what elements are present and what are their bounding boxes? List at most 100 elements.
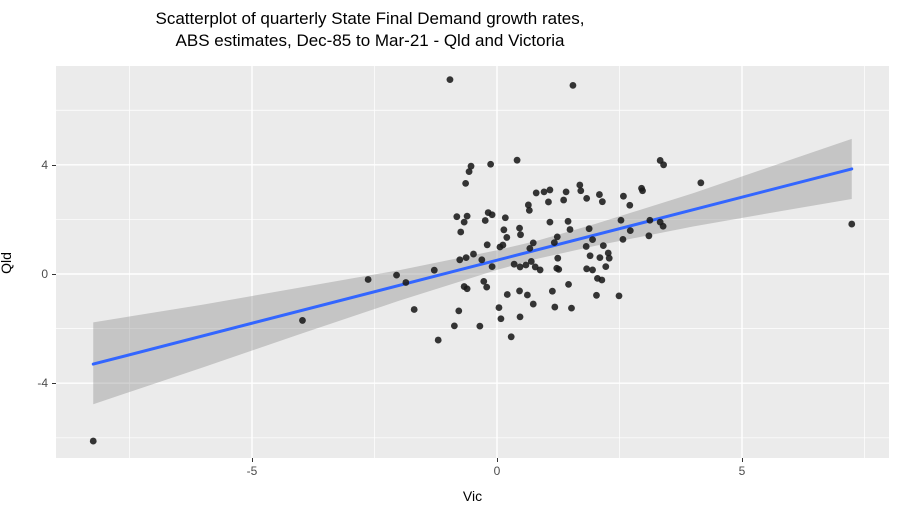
data-point [462, 179, 470, 187]
data-point [488, 211, 496, 219]
data-point [536, 266, 544, 274]
y-tick-mark [52, 274, 56, 275]
data-point [604, 249, 612, 257]
data-point [517, 231, 524, 239]
data-point [565, 280, 572, 288]
data-point [583, 265, 591, 273]
chart-title: Scatterplot of quarterly State Final Dem… [0, 8, 740, 52]
data-point [582, 243, 590, 250]
data-point [453, 213, 461, 221]
data-point [476, 322, 484, 330]
data-point [638, 184, 645, 192]
data-point [551, 303, 559, 311]
data-point [617, 216, 625, 224]
data-point [410, 306, 418, 313]
data-point [470, 250, 477, 258]
data-point [619, 235, 627, 243]
data-point [480, 277, 488, 285]
data-point [626, 201, 634, 209]
data-point [548, 287, 556, 295]
data-point [524, 201, 532, 209]
data-point [481, 217, 489, 224]
data-point [465, 168, 473, 176]
data-point [455, 307, 463, 315]
data-point [554, 254, 562, 262]
data-point [516, 287, 523, 295]
data-point [499, 241, 507, 249]
data-point [522, 261, 530, 269]
data-point [478, 256, 486, 264]
data-point [560, 196, 568, 204]
data-point [602, 263, 610, 271]
data-point [299, 317, 306, 324]
data-point [463, 212, 471, 220]
data-point [460, 283, 468, 290]
x-tick-mark [252, 458, 253, 462]
scatterplot-svg [56, 66, 889, 458]
data-point [545, 198, 552, 206]
data-point [697, 179, 705, 187]
data-point [660, 161, 667, 169]
data-point [577, 187, 585, 195]
data-point [503, 234, 511, 241]
x-tick-label: 5 [738, 464, 746, 478]
data-point [596, 254, 604, 262]
data-point [495, 304, 503, 311]
data-point [620, 192, 627, 200]
data-point [626, 227, 634, 235]
data-point [523, 291, 531, 299]
data-point [586, 252, 594, 260]
data-point [615, 292, 623, 300]
y-axis-label: Qld [0, 252, 14, 274]
y-tick-label: 4 [41, 157, 48, 172]
data-point [599, 242, 607, 250]
x-tick-mark [742, 458, 743, 462]
data-point [646, 216, 654, 224]
data-point [460, 218, 468, 226]
data-point [526, 244, 534, 252]
data-point [430, 266, 438, 274]
y-tick-mark [52, 383, 56, 385]
data-point [568, 304, 575, 312]
data-point [645, 232, 653, 240]
data-point [456, 256, 464, 264]
data-point [434, 336, 442, 344]
data-point [507, 333, 515, 341]
data-point [501, 214, 509, 222]
data-point [483, 241, 491, 249]
x-tick-label: 0 [493, 464, 501, 478]
data-point [487, 160, 495, 168]
data-point [550, 239, 558, 247]
data-point [531, 263, 539, 271]
data-point [553, 233, 561, 241]
data-point [510, 260, 518, 268]
regression-line [91, 167, 854, 366]
data-point [497, 315, 505, 323]
y-tick-label: 0 [41, 267, 48, 281]
y-tick-mark [52, 164, 56, 166]
data-point [848, 220, 856, 228]
data-point [546, 218, 554, 226]
confidence-band [93, 138, 852, 405]
data-point [562, 188, 570, 196]
data-point [516, 263, 524, 271]
data-point [89, 437, 97, 445]
data-point [457, 228, 465, 236]
data-point [393, 271, 400, 279]
data-point [446, 76, 454, 84]
data-point [483, 283, 491, 291]
data-point [585, 225, 593, 233]
y-tick-label: -4 [37, 376, 48, 391]
data-point [605, 254, 613, 262]
data-point [659, 222, 667, 230]
data-point [500, 226, 508, 234]
data-point [450, 322, 458, 330]
data-point [402, 279, 410, 286]
data-point [546, 186, 554, 194]
data-point [583, 194, 591, 202]
data-point [529, 239, 537, 247]
data-point [589, 236, 596, 244]
plot-panel [56, 66, 889, 458]
chart-title-line1: Scatterplot of quarterly State Final Dem… [155, 9, 585, 28]
